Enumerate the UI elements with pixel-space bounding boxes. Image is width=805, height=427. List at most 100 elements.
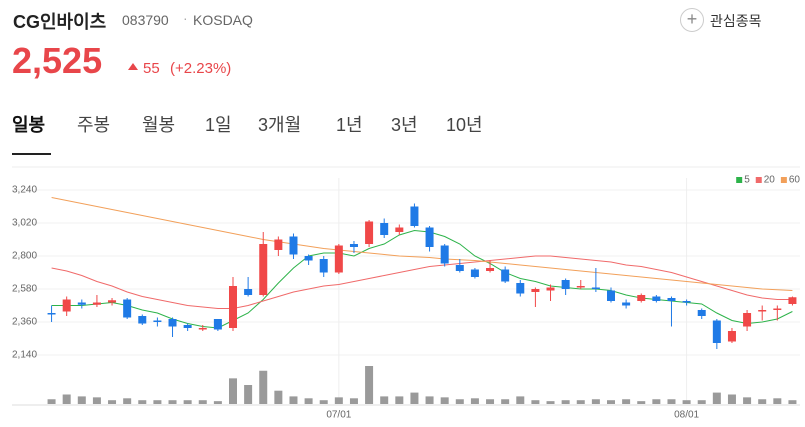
watch-button[interactable]: 관심종목 <box>710 13 762 29</box>
price: 2,525 <box>12 40 103 81</box>
candle-body <box>168 319 177 327</box>
volume-bar <box>667 399 676 404</box>
candle-body <box>229 286 237 328</box>
candle-body <box>77 302 86 305</box>
tab[interactable]: 3년 <box>391 115 418 135</box>
volume-bar <box>607 400 615 404</box>
tab[interactable]: 주봉 <box>77 115 111 135</box>
volume-bar <box>425 396 434 404</box>
candle-body <box>591 287 600 289</box>
candle-body <box>274 239 283 250</box>
candle-body <box>637 295 646 301</box>
volume-bar <box>77 396 86 404</box>
tab[interactable]: 월봉 <box>142 115 176 135</box>
market: KOSDAQ <box>193 12 253 28</box>
legend-swatch <box>780 177 787 183</box>
volume-bar <box>229 378 237 404</box>
moving-average <box>51 255 793 309</box>
volume-bar <box>123 398 132 404</box>
candle-body <box>743 313 752 327</box>
volume-bar <box>334 397 343 404</box>
candle-body <box>652 296 661 301</box>
watch-icon[interactable]: + <box>680 8 704 32</box>
tab[interactable]: 10년 <box>446 115 483 135</box>
volume-bar <box>531 400 540 404</box>
candle-body <box>289 236 298 255</box>
candle-body <box>607 290 615 301</box>
volume-bar <box>743 397 752 404</box>
candle-body <box>213 319 222 330</box>
tab[interactable]: 1일 <box>205 115 232 135</box>
candle-body <box>425 227 434 247</box>
candle-body <box>138 316 147 324</box>
volume-bar <box>244 385 253 404</box>
volume-bar <box>138 400 147 404</box>
candle-body <box>349 244 358 247</box>
volume-bar <box>47 399 56 404</box>
volume-bar <box>455 399 464 404</box>
x-tick-label: 07/01 <box>326 410 351 421</box>
moving-average <box>51 229 793 329</box>
volume-bar <box>652 399 661 404</box>
volume-bar <box>516 396 525 404</box>
candle-body <box>92 302 101 305</box>
volume-bar <box>319 400 328 404</box>
volume-bar <box>470 398 479 404</box>
change: 55 <box>143 60 160 77</box>
volume-bar <box>637 401 646 404</box>
candle-body <box>440 245 449 264</box>
tab[interactable]: 3개월 <box>258 115 302 135</box>
tab[interactable]: 1년 <box>336 115 363 135</box>
candle-body <box>153 320 162 322</box>
tab[interactable]: 일봉 <box>12 115 46 135</box>
volume-bar <box>349 398 358 404</box>
candle-body <box>365 221 374 244</box>
candle-body <box>183 325 192 328</box>
volume-bar <box>576 400 585 404</box>
volume-bar <box>108 400 117 404</box>
candle-body <box>561 280 570 289</box>
volume-bar <box>788 400 797 404</box>
moving-average <box>51 197 793 291</box>
candle-body <box>773 308 782 310</box>
volume-bar <box>289 396 298 404</box>
volume-bar <box>486 399 495 404</box>
y-tick-label: 2,580 <box>12 284 37 295</box>
volume-bar <box>758 399 767 404</box>
candle-body <box>62 299 71 312</box>
volume-bar <box>591 399 600 404</box>
volume-bar <box>304 398 313 404</box>
volume-bar <box>395 396 404 404</box>
candle-body <box>546 287 555 291</box>
candle-body <box>470 269 479 277</box>
candle-body <box>304 256 313 261</box>
candle-body <box>516 283 525 294</box>
candle-body <box>123 299 132 318</box>
candle-body <box>319 259 328 273</box>
legend-label: 20 <box>764 175 776 186</box>
volume-bar <box>712 392 721 404</box>
y-tick-label: 2,140 <box>12 350 37 361</box>
volume-bar <box>682 400 691 404</box>
y-tick-label: 3,020 <box>12 218 37 229</box>
candle-body <box>410 206 419 226</box>
candle-body <box>395 227 404 232</box>
y-tick-label: 3,240 <box>12 185 37 196</box>
candle-body <box>198 328 207 330</box>
candle-body <box>47 313 56 315</box>
candle-body <box>486 268 495 271</box>
y-tick-label: 2,360 <box>12 317 37 328</box>
volume-bar <box>274 390 283 404</box>
candle-body <box>682 301 691 303</box>
candle-body <box>697 310 706 316</box>
volume-bar <box>561 400 570 404</box>
volume-bar <box>198 400 207 404</box>
volume-bar <box>92 397 101 404</box>
volume-bar <box>380 396 389 404</box>
legend-label: 60 <box>789 175 801 186</box>
candle-body <box>667 298 676 301</box>
volume-bar <box>773 398 782 404</box>
volume-bar <box>727 394 736 404</box>
